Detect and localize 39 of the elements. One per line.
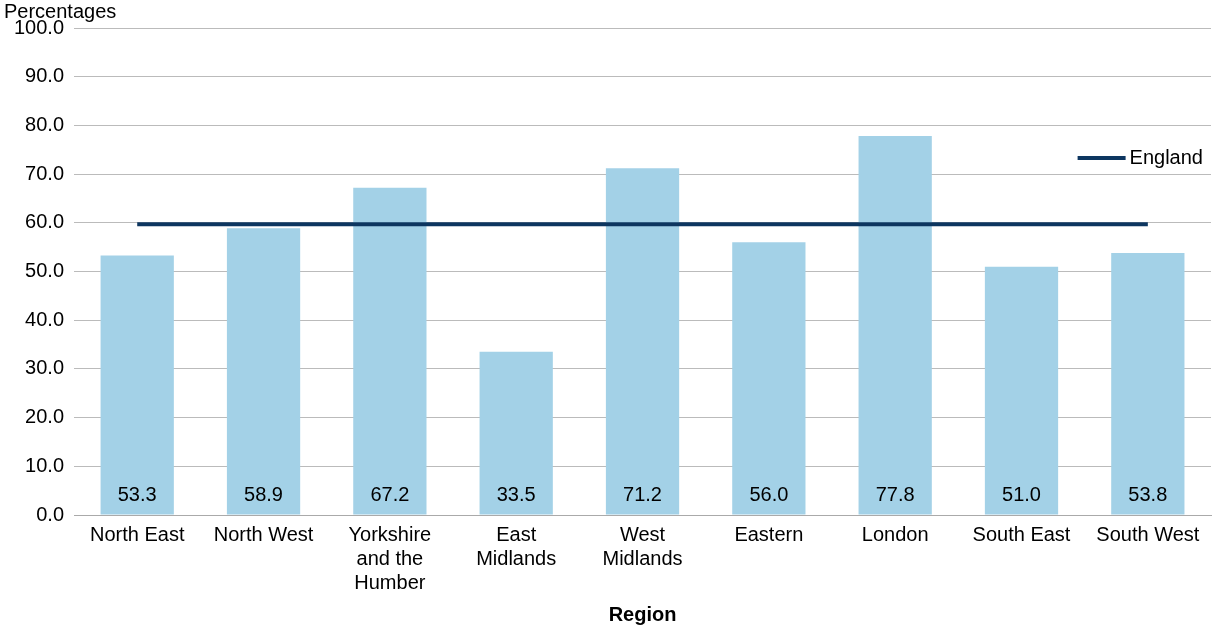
bar [226, 228, 301, 515]
data-label: 56.0 [749, 482, 789, 505]
x-tick-label: North East [89, 522, 185, 545]
bar [353, 187, 427, 515]
data-label: 53.8 [1128, 482, 1168, 505]
y-tick-label: 30.0 [25, 356, 65, 379]
x-tick-label: East Midlands [476, 522, 557, 569]
bar [605, 168, 680, 515]
y-tick-label: 10.0 [25, 453, 65, 476]
data-label: 53.3 [117, 482, 157, 505]
bar [1111, 252, 1185, 515]
x-tick-label: West Midlands [602, 522, 683, 569]
x-axis-title: Region [608, 602, 677, 625]
x-tick-label: North West [213, 522, 314, 545]
y-tick-label: 50.0 [25, 259, 65, 282]
bar [984, 266, 1059, 515]
x-tick-label: London [861, 522, 929, 545]
y-tick-label: 70.0 [25, 161, 65, 184]
x-tick-label: Eastern [734, 522, 804, 545]
y-tick-label: 40.0 [25, 307, 65, 330]
y-tick-label: 20.0 [25, 405, 65, 428]
bar [100, 255, 174, 515]
data-label: 51.0 [1002, 482, 1041, 505]
data-label: 58.9 [244, 482, 284, 505]
bar [732, 242, 806, 515]
x-tick-label: Yorkshire and the Humber [348, 522, 432, 593]
data-label: 67.2 [370, 482, 410, 505]
legend-label: England [1129, 145, 1203, 168]
data-label: 77.8 [875, 482, 915, 505]
y-tick-label: 0.0 [36, 502, 65, 525]
bar [858, 136, 932, 515]
y-tick-label: 80.0 [25, 112, 65, 135]
x-tick-label: South West [1096, 522, 1200, 545]
bar [479, 351, 553, 515]
x-tick-label: South East [972, 522, 1071, 545]
y-tick-label: 60.0 [25, 210, 65, 233]
data-label: 71.2 [623, 482, 662, 505]
y-tick-label: 90.0 [25, 64, 65, 87]
data-label: 33.5 [496, 482, 536, 505]
